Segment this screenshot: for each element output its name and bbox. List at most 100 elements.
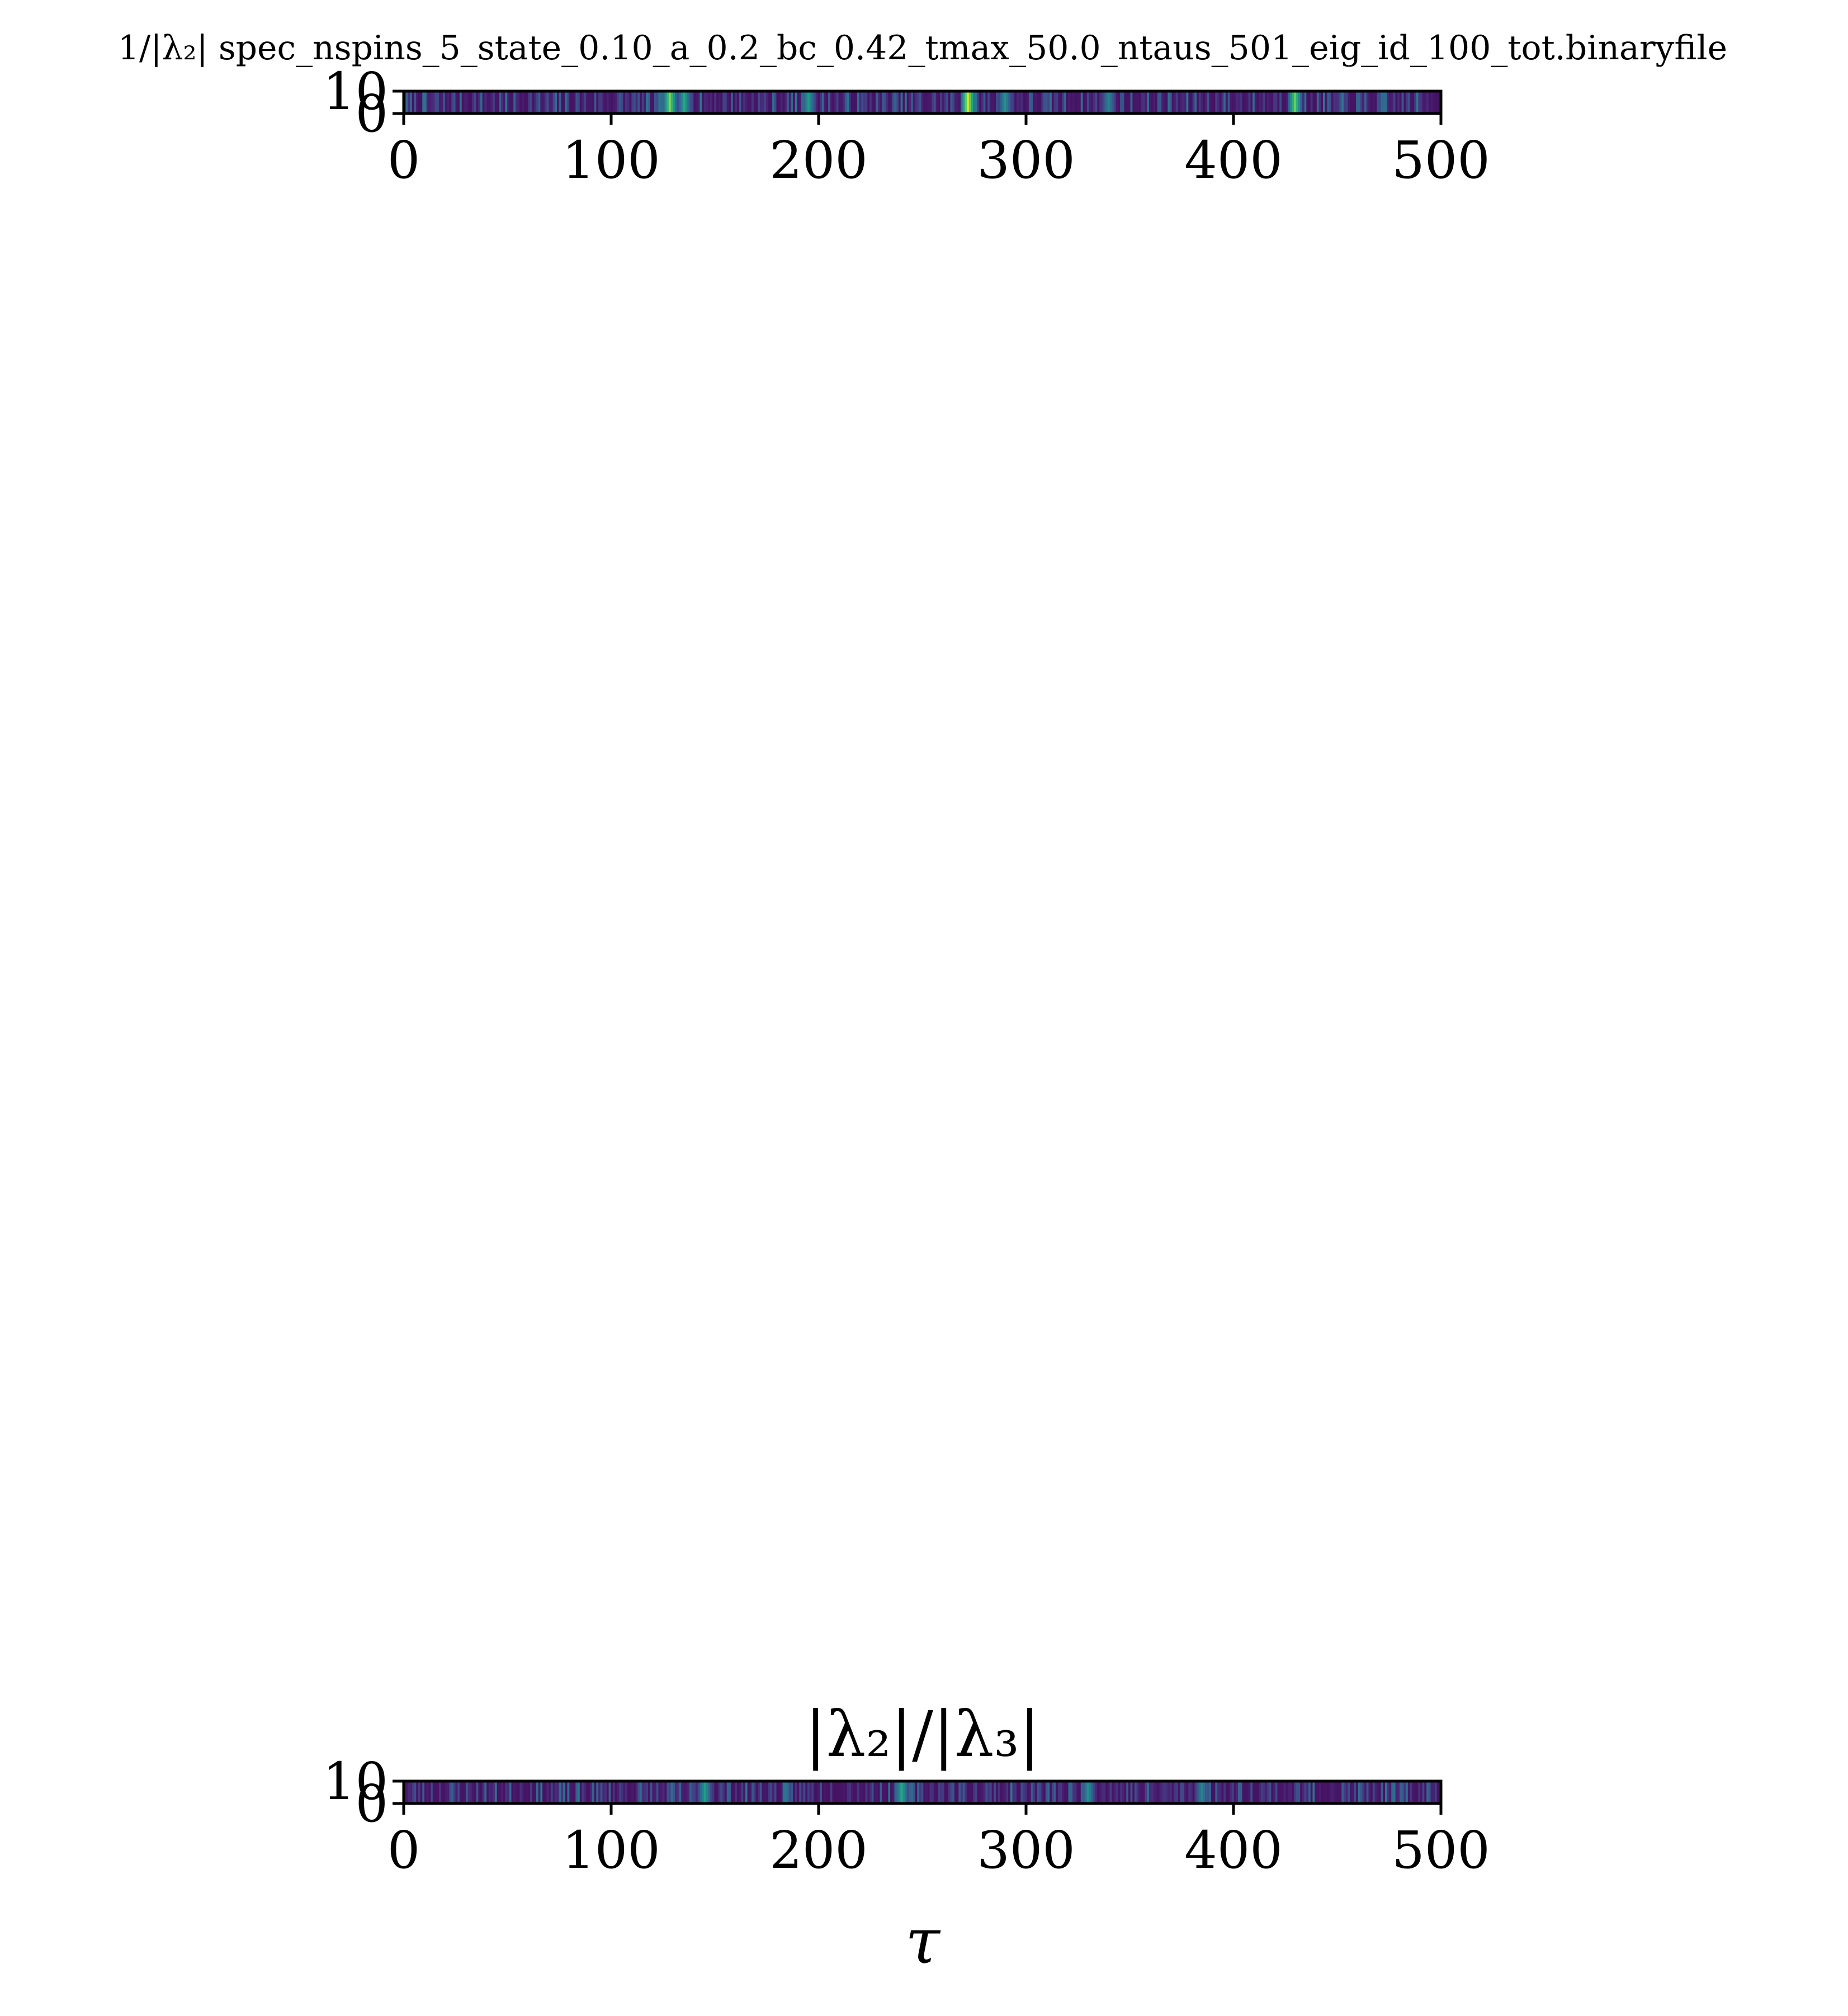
heatmap-cell — [1269, 91, 1272, 114]
heatmap-cell — [1169, 91, 1173, 114]
heatmap-cell — [1232, 1781, 1235, 1803]
heatmap-cell — [1433, 1781, 1435, 1803]
heatmap-cell — [1002, 1781, 1005, 1803]
heatmap-cell — [1176, 91, 1179, 114]
x-tick-label: 100 — [562, 130, 660, 190]
heatmap-cell — [1418, 91, 1421, 114]
heatmap-cell — [1221, 1781, 1224, 1803]
heatmap-cell — [952, 1781, 955, 1803]
heatmap-cell — [1132, 1781, 1135, 1803]
heatmap-cell — [933, 1781, 937, 1803]
heatmap-cell — [956, 91, 959, 114]
heatmap-cell — [722, 1781, 725, 1803]
heatmap-cell — [569, 91, 572, 114]
heatmap-cell — [913, 91, 916, 114]
heatmap-cell — [1138, 1781, 1141, 1803]
heatmap-cell — [1351, 1781, 1355, 1803]
heatmap-cell — [1118, 1781, 1121, 1803]
heatmap-cell — [579, 91, 583, 114]
heatmap-cell — [1333, 91, 1336, 114]
heatmap-cell — [1045, 91, 1048, 114]
heatmap-cell — [942, 1781, 944, 1803]
heatmap-cell — [563, 1781, 566, 1803]
heatmap-cell — [973, 91, 976, 114]
heatmap-cell — [1039, 1781, 1042, 1803]
heatmap-cell — [898, 1781, 901, 1803]
heatmap-cell — [1422, 91, 1425, 114]
heatmap-cell — [820, 91, 823, 114]
heatmap-cell — [710, 91, 713, 114]
heatmap-cell — [1312, 91, 1315, 114]
bottom-heatmap-frame — [402, 1779, 1443, 1805]
heatmap-cell — [1254, 1781, 1258, 1803]
heatmap-cell — [989, 91, 992, 114]
heatmap-cell — [1165, 1781, 1168, 1803]
heatmap-cell — [1306, 91, 1309, 114]
heatmap-cell — [509, 1781, 512, 1803]
heatmap-cell — [1254, 91, 1258, 114]
heatmap-cell — [431, 91, 433, 114]
heatmap-cell — [1074, 1781, 1077, 1803]
heatmap-cell — [784, 1781, 787, 1803]
heatmap-cell — [513, 1781, 516, 1803]
heatmap-cell — [697, 91, 701, 114]
heatmap-cell — [565, 91, 568, 114]
heatmap-cell — [1180, 91, 1183, 114]
heatmap-cell — [505, 1781, 508, 1803]
heatmap-cell — [1101, 91, 1104, 114]
heatmap-cell — [697, 1781, 701, 1803]
heatmap-cell — [459, 91, 462, 114]
heatmap-cell — [1083, 91, 1085, 114]
heatmap-cell — [965, 91, 967, 114]
heatmap-cell — [1014, 1781, 1017, 1803]
heatmap-cell — [434, 91, 437, 114]
heatmap-cell — [1012, 1781, 1015, 1803]
heatmap-cell — [961, 91, 963, 114]
heatmap-cell — [913, 1781, 916, 1803]
heatmap-cell — [995, 1781, 999, 1803]
heatmap-cell — [1424, 91, 1427, 114]
heatmap-cell — [958, 91, 961, 114]
heatmap-cell — [517, 91, 520, 114]
heatmap-cell — [1337, 91, 1340, 114]
heatmap-cell — [1099, 1781, 1102, 1803]
heatmap-cell — [950, 1781, 953, 1803]
heatmap-cell — [594, 91, 597, 114]
heatmap-cell — [1035, 1781, 1038, 1803]
heatmap-cell — [1322, 1781, 1326, 1803]
heatmap-cell — [735, 91, 738, 114]
heatmap-cell — [1219, 1781, 1222, 1803]
heatmap-cell — [801, 91, 804, 114]
heatmap-cell — [1188, 1781, 1191, 1803]
heatmap-cell — [832, 91, 835, 114]
heatmap-cell — [1378, 91, 1382, 114]
heatmap-cell — [1064, 1781, 1067, 1803]
heatmap-cell — [447, 1781, 450, 1803]
heatmap-cell — [428, 91, 431, 114]
heatmap-cell — [710, 1781, 713, 1803]
heatmap-cell — [786, 1781, 790, 1803]
heatmap-cell — [1242, 91, 1245, 114]
heatmap-cell — [1047, 1781, 1050, 1803]
heatmap-cell — [453, 1781, 456, 1803]
heatmap-cell — [453, 91, 456, 114]
heatmap-cell — [1345, 1781, 1348, 1803]
heatmap-cell — [619, 1781, 622, 1803]
heatmap-cell — [906, 1781, 910, 1803]
heatmap-cell — [1292, 91, 1294, 114]
heatmap-cell — [1204, 91, 1208, 114]
heatmap-cell — [1027, 91, 1029, 114]
heatmap-cell — [1358, 91, 1361, 114]
heatmap-cell — [573, 91, 576, 114]
heatmap-cell — [946, 91, 949, 114]
heatmap-cell — [795, 91, 798, 114]
heatmap-cell — [929, 1781, 932, 1803]
heatmap-cell — [759, 1781, 763, 1803]
heatmap-cell — [797, 91, 800, 114]
heatmap-cell — [724, 1781, 727, 1803]
heatmap-cell — [482, 1781, 485, 1803]
heatmap-cell — [1310, 1781, 1313, 1803]
heatmap-cell — [1095, 91, 1098, 114]
heatmap-cell — [1256, 1781, 1259, 1803]
heatmap-cell — [646, 1781, 649, 1803]
